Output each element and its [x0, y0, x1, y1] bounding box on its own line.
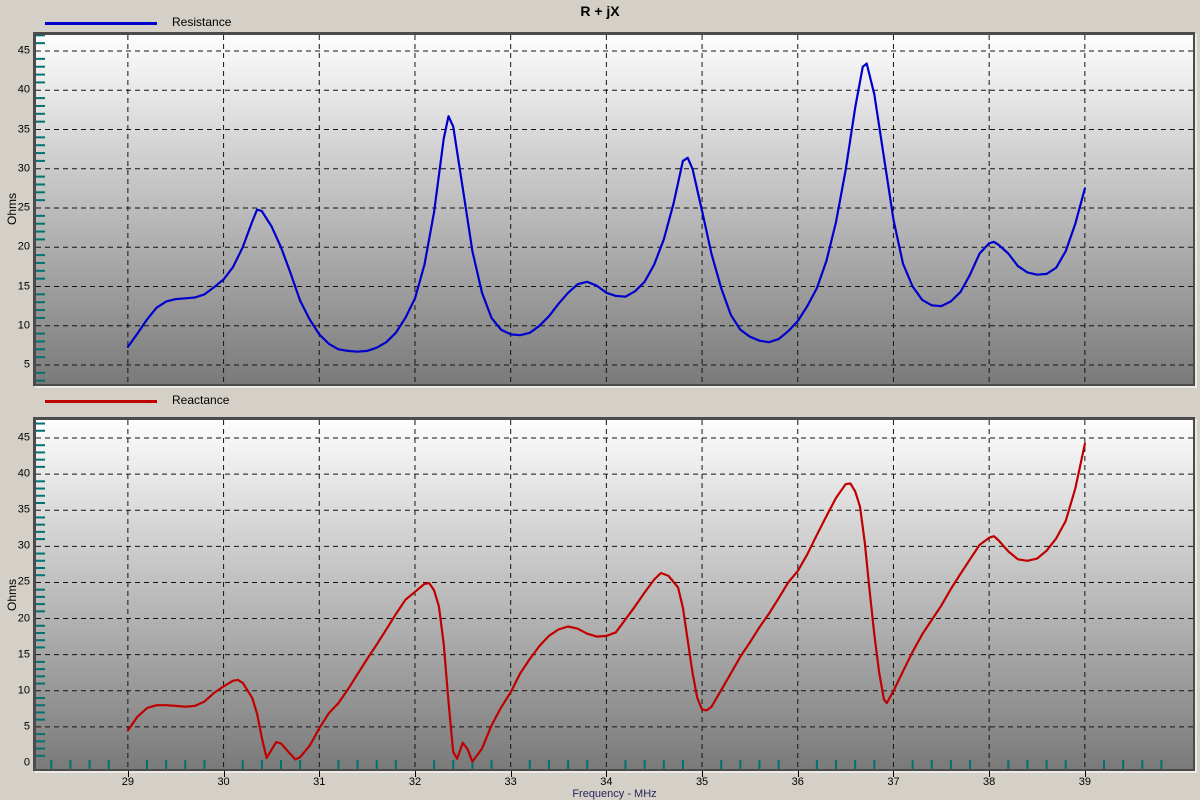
y-tick-label: 30	[17, 162, 30, 175]
x-tick-label: 37	[887, 776, 900, 788]
chart-title: R + jX	[580, 3, 620, 19]
reactance-legend-line-icon	[45, 400, 157, 403]
x-tick-label: 34	[600, 776, 613, 788]
y-tick-label: 20	[17, 612, 30, 625]
y-tick-label: 0	[23, 756, 30, 769]
y-tick-label: 25	[17, 575, 30, 588]
y-tick-label: 40	[17, 83, 30, 96]
x-tick-label: 30	[217, 776, 230, 788]
y-tick-label: 35	[17, 123, 30, 135]
y-tick-label: 40	[17, 467, 30, 480]
x-tick-label: 29	[121, 776, 134, 788]
y-tick-label: 35	[17, 503, 30, 516]
x-tick-label: 32	[408, 776, 422, 788]
x-axis-tick	[1084, 771, 1086, 777]
resistance-legend-line-icon	[45, 22, 157, 25]
y-tick-label: 45	[17, 431, 30, 444]
x-tick-label: 36	[791, 776, 804, 788]
resistance-chart-plot-area	[33, 32, 1195, 386]
x-tick-label: 35	[695, 776, 709, 788]
x-axis-tick	[319, 771, 321, 777]
x-tick-label: 31	[313, 776, 326, 788]
y-tick-label: 45	[17, 44, 30, 57]
reactance-legend-label: Reactance	[172, 393, 230, 407]
x-axis-tick	[510, 771, 512, 777]
x-axis-tick	[606, 771, 608, 777]
x-axis-tick	[127, 771, 129, 777]
y-tick-label: 25	[17, 201, 30, 214]
y-tick-label: 10	[17, 684, 30, 697]
x-axis-tick	[702, 771, 704, 777]
y-tick-label: 15	[17, 280, 30, 292]
y-tick-label: 15	[17, 648, 30, 661]
y-tick-label: 5	[23, 720, 30, 733]
x-axis-tick	[893, 771, 895, 777]
x-axis-title: Frequency - MHz	[572, 788, 657, 800]
x-axis-tick	[989, 771, 991, 777]
x-tick-label: 38	[983, 776, 996, 788]
y-tick-label: 20	[17, 240, 30, 253]
x-tick-label: 39	[1078, 776, 1091, 788]
x-axis-tick	[414, 771, 416, 777]
reactance-chart-plot-area	[33, 417, 1195, 771]
y-tick-label: 30	[17, 539, 30, 552]
x-tick-label: 33	[504, 776, 517, 788]
x-axis-tick	[223, 771, 225, 777]
y-tick-label: 5	[23, 358, 30, 371]
resistance-legend-label: Resistance	[172, 15, 232, 29]
y-tick-label: 10	[17, 319, 30, 332]
x-axis-tick	[797, 771, 799, 777]
